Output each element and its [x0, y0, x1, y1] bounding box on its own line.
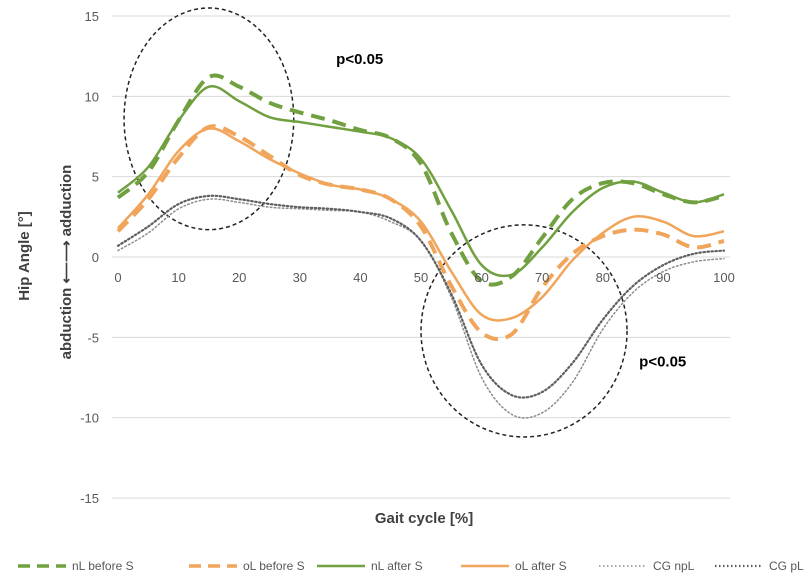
significance-circles: [123, 7, 628, 438]
legend-label: nL after S: [371, 559, 423, 573]
series-line-ol-after-s: [117, 127, 725, 322]
y-tick-label: -5: [87, 330, 99, 345]
x-tick-label: 10: [171, 270, 185, 285]
x-tick-label: 20: [232, 270, 246, 285]
x-tick-label: 100: [713, 270, 735, 285]
x-tick-labels: 0 10 20 30 40 50 60 70 80 90 100: [114, 270, 734, 285]
y-axis-subtitle: abduction ⟵⟶ adduction: [58, 165, 75, 360]
y-tick-label: 10: [85, 89, 99, 104]
significance-circle: [123, 7, 295, 231]
annotations: p<0.05 p<0.05: [336, 51, 686, 370]
series-line-nl-before-s: [116, 73, 725, 287]
x-tick-label: 90: [656, 270, 670, 285]
series-line-cg-pl: [116, 194, 726, 399]
x-tick-label: 80: [596, 270, 610, 285]
y-tick-label: -15: [80, 491, 99, 506]
gridlines: [112, 15, 730, 499]
x-tick-label: 70: [535, 270, 549, 285]
x-tick-label: 40: [353, 270, 367, 285]
y-axis-title: Hip Angle [°]: [16, 211, 33, 301]
legend-label: nL before S: [72, 559, 134, 573]
x-tick-label: 60: [474, 270, 488, 285]
legend-label: CG npL: [653, 559, 695, 573]
y-tick-label: -10: [80, 411, 99, 426]
significance-circle: [420, 224, 628, 438]
series-line-cg-npl: [117, 198, 725, 419]
p-value-annotation: p<0.05: [336, 51, 383, 68]
y-tick-label: 15: [85, 9, 99, 24]
x-tick-label: 50: [414, 270, 428, 285]
y-tick-labels: 15 10 5 0 -5 -10 -15: [80, 9, 99, 506]
series-line-ol-before-s: [116, 124, 725, 342]
series-line-nl-after-s: [117, 84, 725, 278]
x-axis-title: Gait cycle [%]: [375, 510, 473, 527]
legend-label: oL before S: [243, 559, 305, 573]
y-tick-label: 0: [92, 250, 99, 265]
legend-label: oL after S: [515, 559, 567, 573]
series-lines: [116, 73, 726, 419]
y-tick-label: 5: [92, 170, 99, 185]
p-value-annotation: p<0.05: [639, 353, 686, 370]
x-tick-label: 0: [114, 270, 121, 285]
legend: nL before S oL before S nL after S oL after…: [18, 559, 804, 573]
x-tick-label: 30: [293, 270, 307, 285]
legend-label: CG pL: [769, 559, 804, 573]
